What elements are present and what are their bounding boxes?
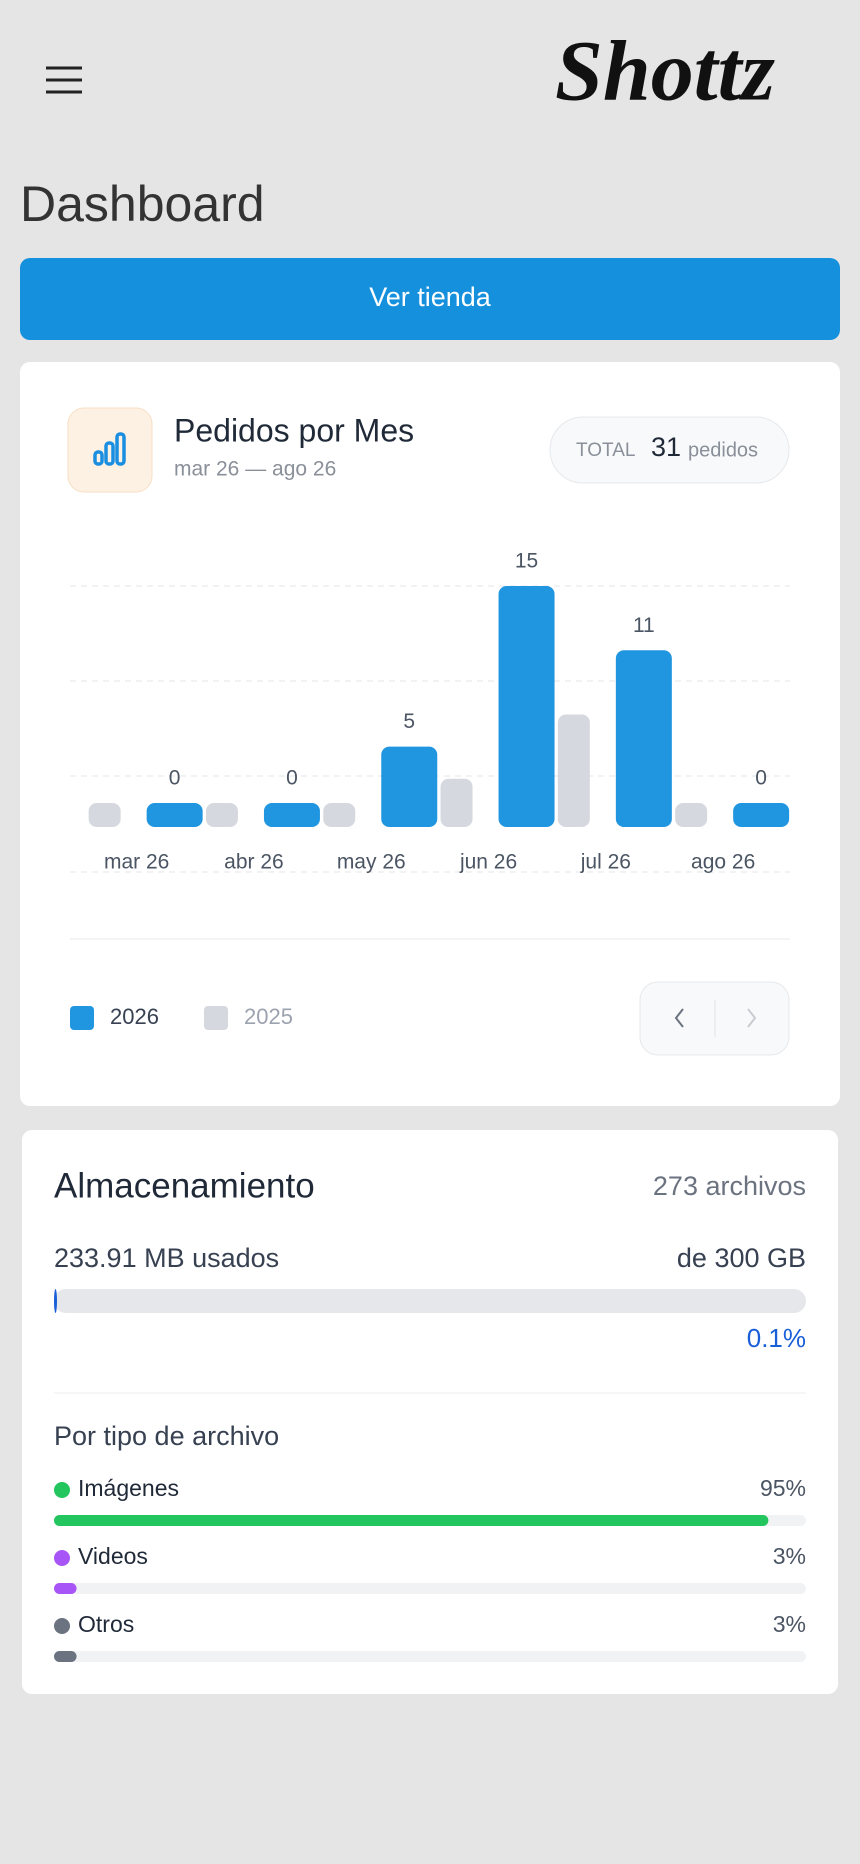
used-space: 233.91 MB usados	[54, 1243, 279, 1273]
data-label: 0	[169, 767, 181, 790]
type-list: Imágenes 95% Videos 3% Otros 3%	[54, 1475, 806, 1662]
bar	[146, 803, 203, 827]
storage-card	[22, 1130, 838, 1694]
page-title: Dashboard	[20, 176, 265, 232]
total-unit: pedidos	[688, 439, 758, 461]
legend-label: 2026	[110, 1004, 159, 1029]
bar	[498, 586, 555, 827]
type-track	[54, 1583, 806, 1594]
x-tick-label: abr 26	[224, 851, 284, 874]
bar	[440, 778, 473, 827]
total-label: TOTAL	[576, 440, 635, 461]
next-button[interactable]	[747, 1008, 757, 1028]
chart-icon-box	[67, 407, 153, 493]
usage-bar	[54, 1289, 57, 1313]
type-dot	[54, 1482, 70, 1498]
data-label: 0	[755, 767, 767, 790]
total-value: 31	[651, 432, 681, 462]
type-percent: 3%	[773, 1543, 806, 1569]
x-tick-label: may 26	[337, 851, 406, 874]
type-bar	[54, 1515, 769, 1526]
x-tick-label: jul 26	[580, 851, 631, 874]
breakdown-title: Por tipo de archivo	[54, 1421, 279, 1451]
type-bar	[54, 1583, 77, 1594]
legend-swatch	[204, 1006, 228, 1030]
bar	[205, 803, 238, 827]
prev-button[interactable]	[674, 1008, 684, 1028]
chart-title: Pedidos por Mes	[174, 412, 414, 448]
type-name: Imágenes	[78, 1475, 179, 1501]
file-count: 273 archivos	[653, 1171, 806, 1201]
type-percent: 95%	[760, 1475, 806, 1501]
total-pill	[549, 416, 790, 484]
type-dot	[54, 1618, 70, 1634]
type-name: Videos	[78, 1543, 148, 1569]
data-label: 5	[403, 710, 415, 733]
type-track	[54, 1651, 806, 1662]
usage	[54, 1289, 57, 1313]
chart-icon	[93, 432, 126, 466]
store-button-label[interactable]: Ver tienda	[369, 282, 492, 312]
bar	[263, 803, 320, 827]
capacity: de 300 GB	[677, 1243, 806, 1273]
bar	[615, 650, 672, 827]
logo[interactable]: Shottz	[555, 23, 775, 119]
menu-button[interactable]	[46, 66, 82, 94]
x-tick-label: ago 26	[691, 851, 755, 874]
x-tick-label: mar 26	[104, 851, 169, 874]
type-bar	[54, 1651, 77, 1662]
type-name: Otros	[78, 1611, 134, 1637]
legend-swatch	[70, 1006, 94, 1030]
type-percent: 3%	[773, 1611, 806, 1637]
chart-subtitle: mar 26 — ago 26	[174, 458, 336, 481]
usage-percent: 0.1%	[747, 1323, 806, 1353]
usage-track	[54, 1289, 806, 1313]
store-button[interactable]	[20, 258, 840, 340]
orders-card	[20, 362, 840, 1106]
bar	[733, 803, 790, 827]
x-tick-label: jun 26	[459, 851, 517, 874]
bar	[88, 803, 121, 827]
chart-plot: mar 26 0 abr 26 0 may 26 5 jun 26 15 jul 26 11 ago…	[88, 550, 790, 874]
data-label: 0	[286, 767, 298, 790]
storage-title: Almacenamiento	[54, 1166, 315, 1205]
type-dot	[54, 1550, 70, 1566]
legend-label: 2025	[244, 1004, 293, 1029]
bar	[557, 714, 590, 827]
bar	[323, 803, 356, 827]
bar	[381, 746, 438, 827]
legend: 2026 2025	[70, 1004, 293, 1030]
data-label: 11	[633, 614, 655, 637]
bar	[675, 803, 708, 827]
data-label: 15	[515, 550, 538, 573]
